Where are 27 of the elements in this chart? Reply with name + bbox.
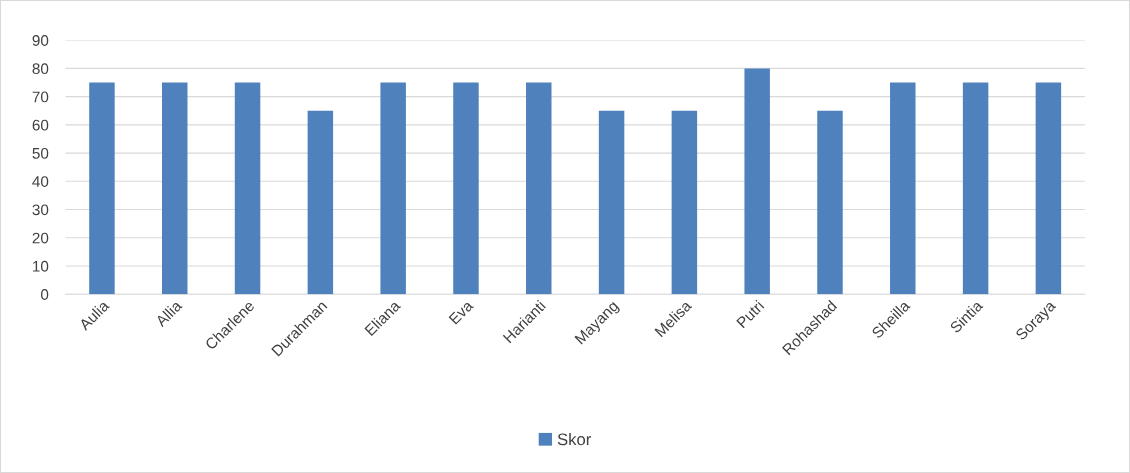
y-tick-label: 70 — [32, 91, 49, 103]
bar — [817, 110, 843, 295]
y-tick-label: 60 — [32, 119, 49, 131]
bar — [598, 110, 625, 295]
x-tick-label: Allia — [154, 299, 183, 328]
y-tick-label: 30 — [32, 204, 49, 216]
y-tick-label: 90 — [32, 35, 49, 46]
bar — [962, 82, 989, 295]
y-tick-label: 20 — [32, 232, 49, 244]
x-tick-label: Eva — [448, 299, 474, 325]
bar — [89, 82, 115, 295]
bar — [380, 82, 406, 295]
y-tick-label: 0 — [40, 289, 49, 300]
bar — [307, 110, 334, 295]
y-tick-label: 40 — [32, 176, 49, 187]
bar — [526, 82, 552, 295]
bar — [453, 82, 479, 295]
legend-label: Skor — [557, 433, 592, 446]
bar — [890, 82, 916, 295]
bar — [671, 110, 698, 295]
bar — [234, 82, 261, 295]
y-tick-label: 50 — [32, 147, 49, 159]
y-tick-label: 80 — [32, 63, 49, 75]
bar — [744, 68, 770, 295]
bar — [1035, 82, 1062, 295]
y-tick-label: 10 — [33, 260, 49, 272]
bar — [162, 82, 188, 295]
